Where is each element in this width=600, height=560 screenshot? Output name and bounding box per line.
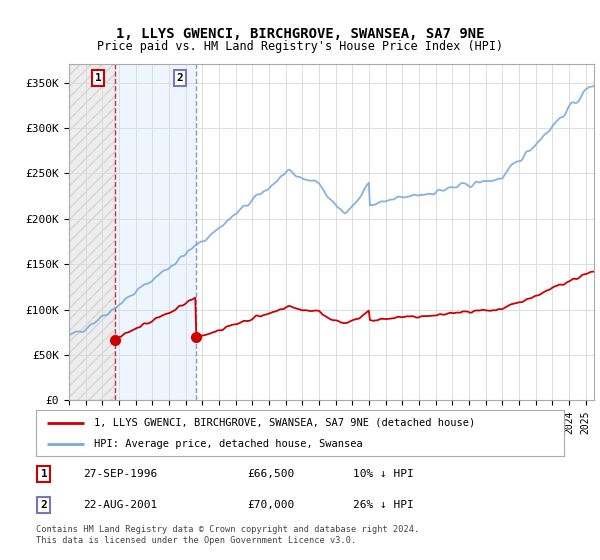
Text: 22-AUG-2001: 22-AUG-2001: [83, 500, 158, 510]
Text: 1: 1: [41, 469, 47, 479]
Text: 2: 2: [176, 73, 183, 83]
Text: Price paid vs. HM Land Registry's House Price Index (HPI): Price paid vs. HM Land Registry's House …: [97, 40, 503, 53]
Text: 2: 2: [41, 500, 47, 510]
Text: 10% ↓ HPI: 10% ↓ HPI: [353, 469, 413, 479]
Text: £66,500: £66,500: [247, 469, 295, 479]
Text: HPI: Average price, detached house, Swansea: HPI: Average price, detached house, Swan…: [94, 439, 363, 449]
Text: 27-SEP-1996: 27-SEP-1996: [83, 469, 158, 479]
Text: Contains HM Land Registry data © Crown copyright and database right 2024.
This d: Contains HM Land Registry data © Crown c…: [36, 525, 419, 545]
Text: 1, LLYS GWENCI, BIRCHGROVE, SWANSEA, SA7 9NE (detached house): 1, LLYS GWENCI, BIRCHGROVE, SWANSEA, SA7…: [94, 418, 475, 428]
Bar: [69, 64, 115, 400]
Text: 1, LLYS GWENCI, BIRCHGROVE, SWANSEA, SA7 9NE: 1, LLYS GWENCI, BIRCHGROVE, SWANSEA, SA7…: [116, 27, 484, 41]
Text: 26% ↓ HPI: 26% ↓ HPI: [353, 500, 413, 510]
Bar: [115, 64, 196, 400]
Text: £70,000: £70,000: [247, 500, 295, 510]
Text: 1: 1: [95, 73, 101, 83]
